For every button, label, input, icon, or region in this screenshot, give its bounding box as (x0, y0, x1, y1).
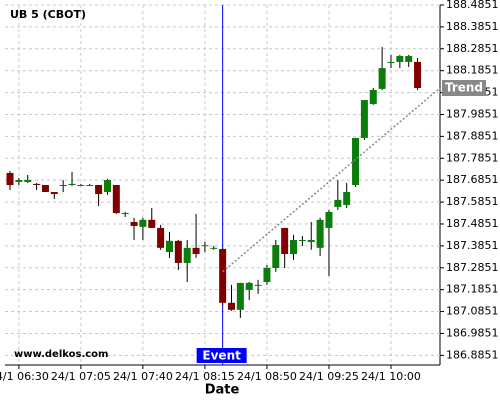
y-tick-label: 187.2851 (446, 261, 499, 274)
y-tick-label: 187.9851 (446, 107, 499, 120)
candle-body (272, 245, 280, 268)
candle-body (281, 227, 289, 254)
candle-body (405, 56, 413, 62)
x-tick-label: 24/1 07:40 (113, 370, 173, 383)
candle-body (183, 247, 191, 263)
x-tick-label: 24/1 08:15 (175, 370, 235, 383)
y-tick-label: 186.9851 (446, 326, 499, 339)
trend-line (222, 87, 441, 273)
candle-body (254, 284, 262, 286)
candle-body (263, 267, 271, 283)
candle-body (192, 247, 200, 254)
candle-body (378, 68, 386, 89)
candle-body (352, 137, 360, 186)
x-axis-title: Date (205, 383, 240, 398)
event-label-box (196, 348, 247, 363)
candle-body (68, 183, 76, 186)
candle-body (24, 179, 32, 182)
candle-body (121, 213, 129, 215)
x-tick-label: 24/1 08:50 (237, 370, 297, 383)
y-tick-label: 186.8851 (446, 348, 499, 361)
candle-body (210, 247, 218, 249)
chart-title: UB 5 (CBOT) (10, 8, 86, 21)
candle-body (219, 248, 227, 303)
candle-body (103, 179, 111, 193)
y-tick-label: 188.3851 (446, 20, 499, 33)
candle-body (15, 179, 23, 182)
y-tick-label: 187.6851 (446, 173, 499, 186)
candle-body (157, 227, 165, 248)
y-tick-label: 187.1851 (446, 283, 499, 296)
candle-body (139, 219, 147, 227)
candle-body (41, 185, 49, 193)
x-tick-label: 24/1 09:25 (299, 370, 359, 383)
candle-body (50, 192, 58, 194)
candle-body (148, 219, 156, 228)
y-tick-label: 187.3851 (446, 239, 499, 252)
candle-body (387, 61, 395, 63)
candle-body (316, 219, 324, 248)
candle-body (290, 239, 298, 254)
candle-body (174, 240, 182, 263)
candle-body (165, 240, 173, 253)
x-tick-label: 24/1 06:30 (0, 370, 49, 383)
candle-body (369, 89, 377, 104)
candle-body (236, 282, 244, 310)
y-tick-label: 187.0851 (446, 305, 499, 318)
y-tick-label: 187.5851 (446, 195, 499, 208)
source-label: www.delkos.com (14, 349, 108, 360)
y-tick-label: 188.4851 (446, 0, 499, 11)
trend-label: Trend (445, 81, 483, 95)
candle-body (59, 185, 67, 187)
candle-body (298, 239, 306, 241)
x-tick-label: 24/1 10:00 (361, 370, 421, 383)
candle-body (130, 222, 138, 226)
trend-label-box (442, 80, 486, 97)
candle-body (325, 211, 333, 228)
candle-body (245, 282, 253, 290)
candle-body (228, 302, 235, 310)
y-tick-label: 188.2851 (446, 42, 499, 55)
y-tick-label: 187.4851 (446, 217, 499, 230)
candle-body (86, 185, 94, 187)
candle-body (112, 185, 120, 214)
candle-body (33, 183, 41, 186)
candle-body (396, 56, 404, 62)
candle-body (343, 192, 351, 205)
candle-body (334, 199, 342, 207)
candle-body (6, 172, 14, 186)
y-tick-label: 187.8851 (446, 129, 499, 142)
candle-body (360, 100, 368, 138)
candle-body (201, 245, 209, 247)
candle-body (307, 239, 315, 242)
y-tick-label: 187.7851 (446, 151, 499, 164)
event-label: Event (202, 349, 241, 363)
x-tick-label: 24/1 07:05 (51, 370, 111, 383)
y-tick-label: 188.1851 (446, 64, 499, 77)
candle-body (95, 185, 103, 194)
candle-body (414, 61, 422, 89)
candle-body (77, 185, 85, 187)
